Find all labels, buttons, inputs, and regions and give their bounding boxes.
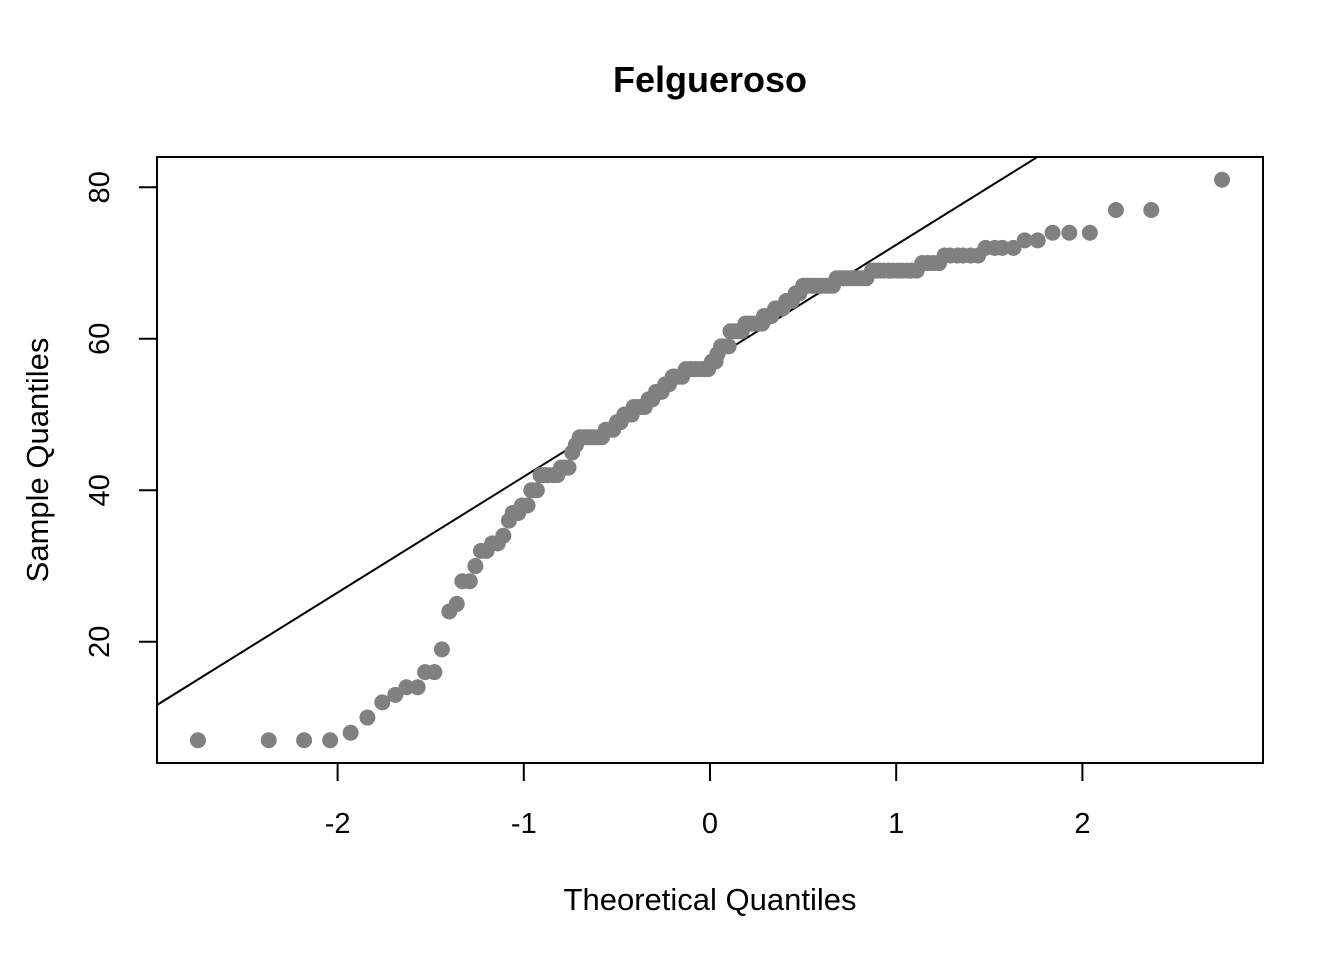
data-point <box>1214 171 1231 188</box>
data-point <box>1143 202 1160 219</box>
data-point <box>342 724 359 741</box>
data-point <box>528 482 545 499</box>
chart-title: Felgueroso <box>613 59 807 100</box>
data-point <box>387 686 404 703</box>
y-tick-label: 80 <box>84 171 116 203</box>
data-point <box>560 459 577 476</box>
y-tick-label: 20 <box>84 626 116 658</box>
data-point <box>322 732 339 749</box>
data-point <box>398 679 415 696</box>
points-layer <box>189 171 1231 749</box>
data-point <box>426 664 443 681</box>
data-point <box>1107 202 1124 219</box>
data-point <box>467 558 484 575</box>
y-axis: 20 40 60 80 <box>84 171 158 658</box>
y-axis-label: Sample Quantiles <box>20 338 55 583</box>
data-point <box>720 338 737 355</box>
x-axis-label: Theoretical Quantiles <box>564 882 857 917</box>
data-point <box>1029 232 1046 249</box>
x-tick-label: 0 <box>702 808 718 840</box>
data-point <box>296 732 313 749</box>
data-point <box>1061 224 1078 241</box>
data-point <box>1044 224 1061 241</box>
plot-frame <box>156 156 1264 764</box>
x-tick-label: -2 <box>325 808 351 840</box>
data-point <box>461 573 478 590</box>
data-point <box>1016 232 1033 249</box>
data-point <box>1081 224 1098 241</box>
y-tick-label: 60 <box>84 323 116 355</box>
data-point <box>189 732 206 749</box>
x-axis: -2 -1 0 1 2 <box>325 762 1090 840</box>
x-tick-label: -1 <box>511 808 537 840</box>
x-tick-label: 1 <box>888 808 904 840</box>
data-point <box>495 527 512 544</box>
data-point <box>448 595 465 612</box>
data-point <box>433 641 450 658</box>
data-point <box>1005 239 1022 256</box>
data-point <box>519 497 536 514</box>
data-point <box>994 239 1011 256</box>
data-point <box>260 732 277 749</box>
x-tick-label: 2 <box>1074 808 1090 840</box>
data-point <box>359 709 376 726</box>
y-tick-label: 40 <box>84 474 116 506</box>
data-point <box>409 679 426 696</box>
data-point <box>374 694 391 711</box>
